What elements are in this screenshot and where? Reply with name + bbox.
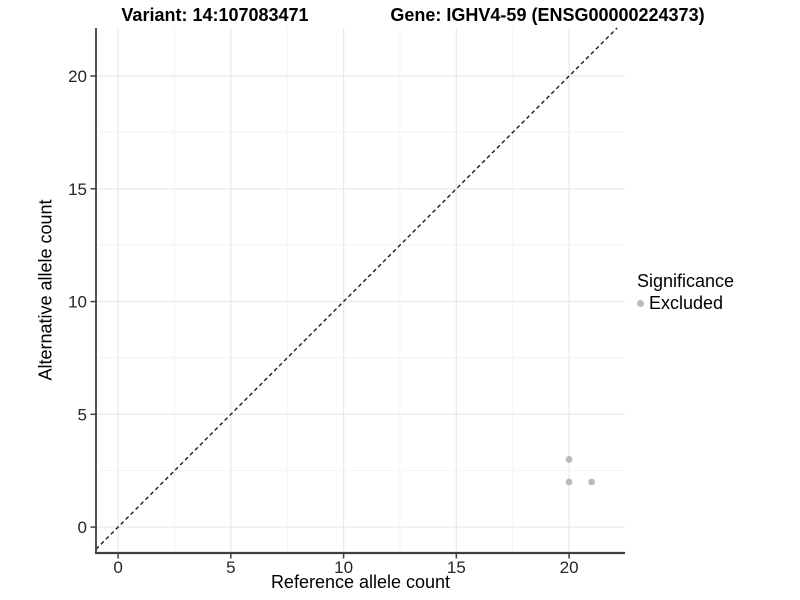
- x-tick-label: 20: [560, 558, 579, 577]
- x-tick-label: 5: [226, 558, 235, 577]
- x-tick-label: 0: [113, 558, 122, 577]
- y-axis-title: Alternative allele count: [35, 199, 56, 381]
- legend-title: Significance: [637, 271, 735, 291]
- legend-entry-excluded: Excluded: [637, 293, 734, 314]
- data-point: [588, 478, 596, 486]
- identity-dashed-line: [95, 27, 618, 550]
- legend-entry-label: Excluded: [649, 293, 724, 313]
- x-tick-label: 15: [447, 558, 466, 577]
- variant-title: Variant: 14:107083471: [121, 5, 309, 25]
- x-tick-label: 10: [334, 558, 353, 577]
- y-tick-label: 10: [68, 293, 87, 312]
- x-axis-title: Reference allele count: [270, 572, 451, 592]
- y-tick-label: 20: [68, 67, 87, 86]
- y-tick-label: 15: [68, 180, 87, 199]
- excluded-point-icon: [637, 300, 644, 307]
- data-point: [565, 456, 573, 463]
- legend: Significance Excluded: [637, 271, 734, 314]
- data-point: [565, 478, 573, 486]
- y-tick-label: 5: [78, 405, 87, 424]
- gene-title: Gene: IGHV4-59 (ENSG00000224373): [390, 5, 705, 25]
- y-tick-label: 0: [78, 518, 87, 537]
